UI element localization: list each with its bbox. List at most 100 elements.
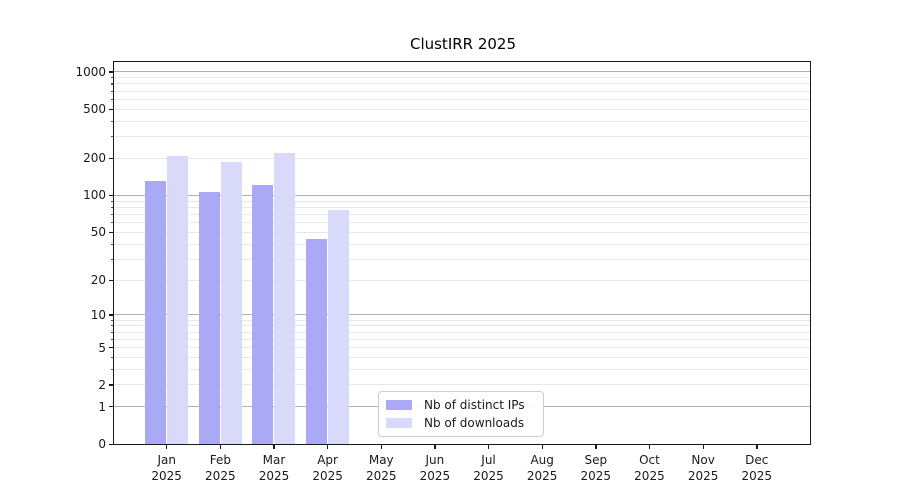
y-minor-tick-mark xyxy=(111,325,114,327)
y-tick-mark xyxy=(109,231,114,234)
y-tick-mark xyxy=(109,406,114,408)
x-tick-label-jul: Jul 2025 xyxy=(473,453,504,483)
y-tick-mark xyxy=(109,108,114,111)
x-tick-label-dec: Dec 2025 xyxy=(741,453,772,483)
x-tick-label-nov: Nov 2025 xyxy=(687,453,719,483)
gridline-minor xyxy=(114,356,810,358)
x-tick-label-feb: Feb 2025 xyxy=(205,453,236,483)
x-tick-mark xyxy=(756,444,758,449)
gridline-major xyxy=(114,194,810,196)
bar-mar-downloads xyxy=(274,153,296,444)
y-tick-label: 10 xyxy=(90,307,106,322)
y-tick-label: 0 xyxy=(98,437,106,451)
y-tick-mark xyxy=(109,443,114,445)
y-minor-tick-mark xyxy=(111,222,114,224)
gridline-minor xyxy=(114,258,810,260)
y-minor-tick-mark xyxy=(111,213,114,216)
y-minor-tick-mark xyxy=(111,338,114,340)
bar-jan-distinct-ips xyxy=(145,180,167,444)
gridline-minor xyxy=(114,347,810,348)
bar-feb-distinct-ips xyxy=(198,192,220,444)
gridline-minor xyxy=(114,368,810,370)
legend-swatch-downloads xyxy=(386,417,412,429)
y-tick-label: 2 xyxy=(98,377,106,392)
y-tick-mark xyxy=(109,157,114,160)
bar-jan-downloads xyxy=(167,155,189,444)
legend-item-distinct-ips: Nb of distinct IPs xyxy=(386,398,536,412)
gridline-minor xyxy=(114,325,810,327)
gridline-minor xyxy=(114,213,810,215)
y-tick-label: 1 xyxy=(98,399,106,414)
legend-swatch-distinct-ips xyxy=(386,399,412,411)
y-minor-tick-mark xyxy=(111,98,114,101)
gridline-minor xyxy=(114,120,810,122)
y-minor-tick-mark xyxy=(111,83,114,85)
gridline-minor xyxy=(114,77,810,79)
y-tick-mark xyxy=(109,347,114,349)
gridline-minor xyxy=(114,136,810,138)
y-tick-label: 5 xyxy=(98,340,106,355)
y-minor-tick-mark xyxy=(111,319,114,321)
gridline-minor xyxy=(114,279,810,281)
y-minor-tick-mark xyxy=(111,356,114,359)
y-tick-mark xyxy=(109,194,114,197)
y-tick-label: 20 xyxy=(90,273,106,288)
gridline-minor xyxy=(114,331,810,333)
gridline-minor xyxy=(114,222,810,224)
chart-title: ClustIRR 2025 xyxy=(409,35,517,53)
x-tick-mark xyxy=(702,444,704,449)
x-tick-label-sep: Sep 2025 xyxy=(580,453,612,483)
x-tick-label-mar: Mar 2025 xyxy=(258,453,290,483)
y-minor-tick-mark xyxy=(111,206,114,209)
bar-apr-distinct-ips xyxy=(306,239,328,444)
gridline-minor xyxy=(114,243,810,245)
gridline-minor xyxy=(114,83,810,85)
y-minor-tick-mark xyxy=(111,331,114,333)
gridline-minor xyxy=(114,98,810,100)
y-minor-tick-mark xyxy=(111,90,114,92)
gridline-minor xyxy=(114,338,810,340)
y-minor-tick-mark xyxy=(111,120,114,122)
y-minor-tick-mark xyxy=(111,200,114,202)
gridline-minor xyxy=(114,90,810,92)
y-minor-tick-mark xyxy=(111,77,114,79)
gridline-minor xyxy=(114,206,810,208)
y-tick-mark xyxy=(109,71,114,73)
x-tick-label-jan: Jan 2025 xyxy=(151,453,182,483)
y-tick-label: 500 xyxy=(83,102,106,117)
y-tick-label: 200 xyxy=(83,151,106,166)
x-tick-mark xyxy=(380,444,383,449)
x-tick-mark xyxy=(595,444,597,449)
bar-mar-distinct-ips xyxy=(252,185,274,444)
gridline-minor xyxy=(114,157,810,159)
x-tick-mark xyxy=(488,444,490,449)
y-minor-tick-mark xyxy=(111,243,114,245)
legend-label-downloads: Nb of downloads xyxy=(424,416,525,430)
plot-area xyxy=(113,61,811,445)
x-tick-mark xyxy=(273,444,275,449)
legend: Nb of distinct IPs Nb of downloads xyxy=(378,391,544,437)
gridline-minor xyxy=(114,319,810,321)
legend-item-downloads: Nb of downloads xyxy=(386,416,536,430)
x-tick-label-oct: Oct 2025 xyxy=(634,453,665,483)
y-minor-tick-mark xyxy=(111,136,114,138)
x-tick-label-may: May 2025 xyxy=(365,453,397,483)
gridline-major xyxy=(114,314,810,316)
x-tick-mark xyxy=(648,444,651,449)
y-tick-label: 1000 xyxy=(75,64,106,79)
gridline-major xyxy=(114,71,810,73)
bar-feb-downloads xyxy=(220,162,242,444)
x-tick-label-aug: Aug 2025 xyxy=(526,453,558,483)
x-tick-label-jun: Jun 2025 xyxy=(419,453,451,483)
y-tick-label: 100 xyxy=(83,188,106,203)
x-tick-mark xyxy=(434,444,436,449)
gridline-minor xyxy=(114,384,810,386)
y-tick-label: 50 xyxy=(90,225,106,240)
gridline-minor xyxy=(114,108,810,110)
y-tick-mark xyxy=(109,279,114,281)
y-tick-mark xyxy=(109,314,114,316)
y-minor-tick-mark xyxy=(111,368,114,371)
x-tick-mark xyxy=(541,444,543,449)
bar-apr-downloads xyxy=(328,210,350,444)
